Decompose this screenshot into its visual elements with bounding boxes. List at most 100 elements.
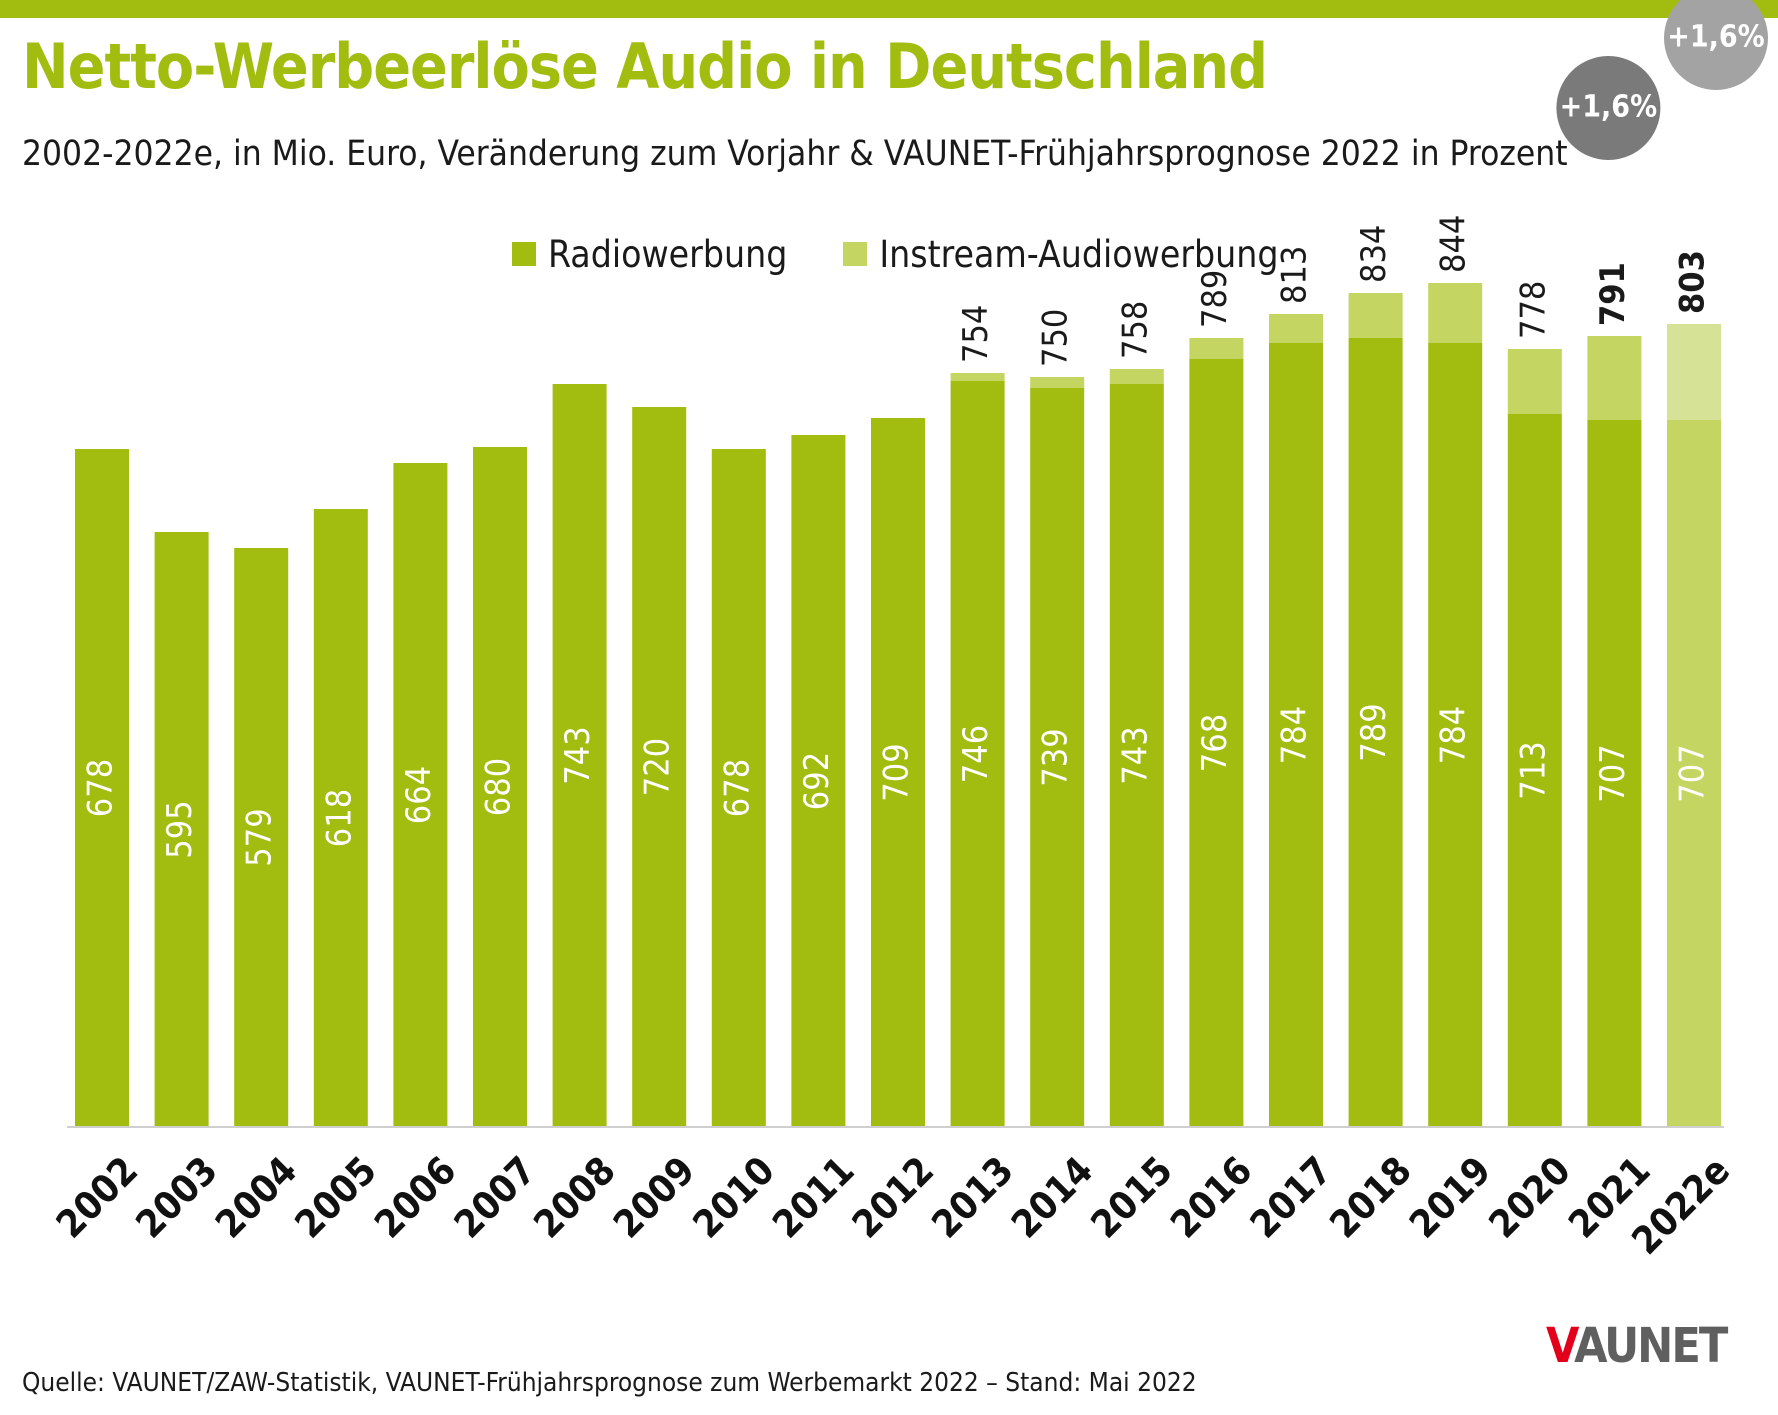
total-label-2013: 754 xyxy=(956,305,996,363)
logo-letter-v: V xyxy=(1546,1318,1576,1374)
bar-instream-2016 xyxy=(1189,338,1244,359)
chart-subtitle: 2002-2022e, in Mio. Euro, Veränderung zu… xyxy=(22,134,1568,174)
bar-instream-2014 xyxy=(1030,377,1085,388)
value-label-radiowerbung-2009: 720 xyxy=(638,738,678,796)
x-tick-label-2015: 2015 xyxy=(1083,1148,1181,1246)
value-label-radiowerbung-2016: 768 xyxy=(1195,714,1235,772)
value-label-radiowerbung-2021: 707 xyxy=(1593,744,1633,802)
total-label-2017: 813 xyxy=(1275,246,1315,304)
total-label-2015: 758 xyxy=(1115,301,1155,359)
value-label-radiowerbung-2004: 579 xyxy=(240,808,280,866)
change-badge-2021 xyxy=(1556,56,1661,160)
value-label-radiowerbung-2010: 678 xyxy=(717,759,757,817)
x-tick-label-2009: 2009 xyxy=(605,1148,703,1246)
x-tick-label-2008: 2008 xyxy=(525,1148,623,1246)
x-tick-label-2003: 2003 xyxy=(127,1148,225,1246)
value-label-radiowerbung-2008: 743 xyxy=(558,726,598,784)
legend-label-radiowerbung: Radiowerbung xyxy=(548,232,788,276)
bar-radiowerbung-2012 xyxy=(871,418,925,1127)
value-label-radiowerbung-2019: 784 xyxy=(1434,706,1474,764)
chart-title: Netto-Werbeerlöse Audio in Deutschland xyxy=(22,30,1268,103)
x-tick-label-2010: 2010 xyxy=(685,1148,783,1246)
total-label-2021: 791 xyxy=(1593,262,1633,326)
x-tick-label-2013: 2013 xyxy=(923,1148,1021,1246)
value-label-radiowerbung-2015: 743 xyxy=(1115,726,1155,784)
bar-radiowerbung-2002 xyxy=(75,449,129,1127)
x-tick-label-2016: 2016 xyxy=(1162,1148,1260,1246)
x-tick-label-2005: 2005 xyxy=(287,1148,385,1246)
total-label-2019: 844 xyxy=(1434,215,1474,273)
x-tick-label-2020: 2020 xyxy=(1481,1148,1579,1246)
total-label-2018: 834 xyxy=(1354,225,1394,283)
change-badge-label-2022e: +1,6% xyxy=(1667,20,1764,55)
bar-instream-2019 xyxy=(1428,283,1483,343)
bar-radiowerbung-2006 xyxy=(393,463,448,1127)
bar-radiowerbung-2016 xyxy=(1189,359,1244,1127)
total-label-2022e: 803 xyxy=(1673,250,1713,314)
chart-legend: Radiowerbung Instream-Audiowerbung xyxy=(512,232,1335,276)
bar-radiowerbung-2015 xyxy=(1109,384,1164,1127)
x-tick-label-2012: 2012 xyxy=(844,1148,942,1246)
x-tick-label-2018: 2018 xyxy=(1321,1148,1419,1246)
bar-instream-2013 xyxy=(950,373,1005,381)
value-label-radiowerbung-2012: 709 xyxy=(877,743,917,801)
legend-label-instream-audiowerbung: Instream-Audiowerbung xyxy=(879,232,1279,276)
value-label-radiowerbung-2003: 595 xyxy=(160,800,200,858)
x-tick-label-2017: 2017 xyxy=(1242,1148,1340,1246)
bar-radiowerbung-2019 xyxy=(1428,343,1483,1127)
top-accent-bar xyxy=(0,0,1778,18)
bar-radiowerbung-2004 xyxy=(234,548,289,1127)
bar-instream-2021 xyxy=(1587,336,1642,420)
bar-radiowerbung-2018 xyxy=(1348,338,1403,1127)
x-tick-label-2004: 2004 xyxy=(207,1148,305,1246)
legend-item-radiowerbung: Radiowerbung xyxy=(512,233,787,276)
change-badge-label-2021: +1,6% xyxy=(1560,90,1657,125)
source-note: Quelle: VAUNET/ZAW-Statistik, VAUNET-Frü… xyxy=(22,1368,1197,1398)
value-label-radiowerbung-2022e: 707 xyxy=(1673,744,1713,802)
value-label-radiowerbung-2011: 692 xyxy=(797,752,837,810)
bar-radiowerbung-2021 xyxy=(1587,420,1642,1127)
bar-radiowerbung-2013 xyxy=(950,381,1005,1127)
logo-text: AUNET xyxy=(1574,1318,1728,1374)
bar-radiowerbung-2009 xyxy=(632,407,687,1127)
bar-radiowerbung-2017 xyxy=(1269,343,1323,1127)
value-label-radiowerbung-2013: 746 xyxy=(956,725,996,783)
value-label-radiowerbung-2007: 680 xyxy=(479,758,519,816)
bar-radiowerbung-2022e xyxy=(1667,420,1721,1127)
legend-swatch-radiowerbung xyxy=(512,242,536,266)
value-label-radiowerbung-2018: 789 xyxy=(1354,703,1394,761)
total-label-2020: 778 xyxy=(1513,281,1553,339)
bar-instream-2022e xyxy=(1667,324,1721,420)
value-label-radiowerbung-2006: 664 xyxy=(399,766,439,824)
change-badge-2022e xyxy=(1664,0,1768,90)
vaunet-logo: VAUNET xyxy=(1546,1318,1728,1374)
bar-radiowerbung-2007 xyxy=(473,447,527,1127)
x-tick-label-2002: 2002 xyxy=(48,1148,146,1246)
bar-radiowerbung-2010 xyxy=(711,449,766,1127)
legend-swatch-instream-audiowerbung xyxy=(843,242,868,266)
value-label-radiowerbung-2002: 678 xyxy=(81,759,121,817)
bar-instream-2017 xyxy=(1269,314,1323,343)
legend-item-instream-audiowerbung: Instream-Audiowerbung xyxy=(843,232,1279,276)
x-tick-label-2011: 2011 xyxy=(764,1148,862,1246)
bar-radiowerbung-2011 xyxy=(791,435,846,1127)
bar-radiowerbung-2003 xyxy=(154,532,209,1127)
total-label-2016: 789 xyxy=(1195,270,1235,328)
bar-radiowerbung-2014 xyxy=(1030,388,1085,1127)
total-label-2014: 750 xyxy=(1036,309,1076,367)
bar-instream-2015 xyxy=(1109,369,1164,384)
bar-radiowerbung-2020 xyxy=(1507,414,1562,1127)
bar-instream-2018 xyxy=(1348,293,1403,338)
bar-radiowerbung-2008 xyxy=(552,384,607,1127)
x-tick-label-2019: 2019 xyxy=(1401,1148,1499,1246)
bar-radiowerbung-2005 xyxy=(313,509,368,1127)
bar-instream-2020 xyxy=(1507,349,1562,414)
x-tick-label-2007: 2007 xyxy=(446,1148,544,1246)
x-tick-label-2006: 2006 xyxy=(366,1148,464,1246)
x-tick-label-2014: 2014 xyxy=(1003,1148,1101,1246)
value-label-radiowerbung-2005: 618 xyxy=(319,789,359,847)
value-label-radiowerbung-2020: 713 xyxy=(1513,741,1553,799)
value-label-radiowerbung-2014: 739 xyxy=(1036,728,1076,786)
value-label-radiowerbung-2017: 784 xyxy=(1275,706,1315,764)
